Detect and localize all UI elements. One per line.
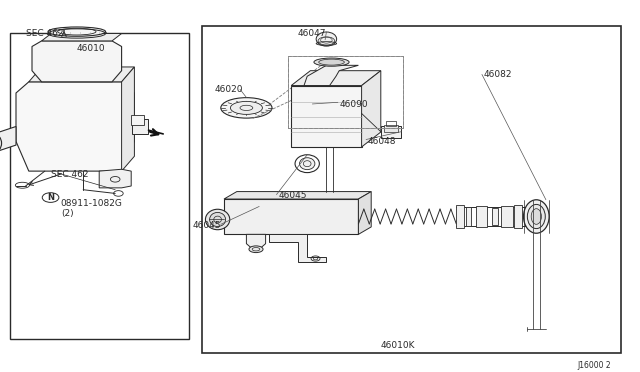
- Text: 46045: 46045: [278, 191, 307, 200]
- Polygon shape: [269, 234, 326, 262]
- Text: 08911-1082G
(2): 08911-1082G (2): [61, 199, 123, 218]
- Polygon shape: [291, 71, 381, 86]
- Polygon shape: [362, 71, 381, 147]
- Ellipse shape: [531, 209, 541, 224]
- Ellipse shape: [205, 209, 230, 230]
- Text: SEC 462: SEC 462: [26, 29, 63, 38]
- Text: 46010: 46010: [77, 44, 106, 53]
- Ellipse shape: [252, 201, 267, 212]
- Bar: [384, 125, 398, 132]
- Text: J16000 2: J16000 2: [577, 361, 611, 370]
- Bar: [131, 115, 144, 125]
- Polygon shape: [224, 199, 358, 234]
- Ellipse shape: [524, 200, 549, 233]
- Text: N: N: [47, 193, 54, 202]
- Text: 46020: 46020: [214, 85, 243, 94]
- Ellipse shape: [319, 59, 344, 65]
- Bar: [501, 206, 513, 227]
- Polygon shape: [16, 82, 134, 171]
- Ellipse shape: [48, 27, 106, 36]
- Bar: [288, 56, 403, 128]
- Ellipse shape: [221, 98, 272, 118]
- Ellipse shape: [527, 204, 545, 228]
- Polygon shape: [224, 192, 371, 199]
- Text: 46048: 46048: [368, 137, 397, 146]
- Polygon shape: [99, 169, 131, 188]
- Text: 46082: 46082: [483, 70, 512, 79]
- Bar: [492, 208, 498, 225]
- Bar: [202, 26, 621, 353]
- Ellipse shape: [314, 58, 349, 66]
- Bar: [456, 205, 464, 228]
- Bar: [514, 205, 522, 228]
- Ellipse shape: [209, 212, 225, 227]
- Text: 46047: 46047: [298, 29, 326, 38]
- Bar: [10, 33, 189, 339]
- Polygon shape: [0, 126, 16, 153]
- Polygon shape: [42, 33, 122, 41]
- Polygon shape: [304, 65, 358, 86]
- Bar: [381, 126, 401, 138]
- Bar: [386, 121, 396, 126]
- Polygon shape: [291, 86, 362, 147]
- Text: 46090: 46090: [339, 100, 368, 109]
- Polygon shape: [246, 234, 266, 249]
- Bar: [466, 207, 471, 226]
- Text: 46010K: 46010K: [381, 341, 415, 350]
- Text: SEC 462: SEC 462: [51, 170, 89, 179]
- Polygon shape: [122, 67, 134, 171]
- Ellipse shape: [300, 158, 315, 170]
- Ellipse shape: [230, 102, 262, 115]
- Polygon shape: [32, 41, 122, 82]
- Bar: [476, 206, 487, 227]
- Polygon shape: [29, 67, 134, 82]
- Ellipse shape: [316, 32, 337, 46]
- Bar: [132, 119, 148, 134]
- Polygon shape: [358, 192, 371, 234]
- Bar: [288, 56, 403, 128]
- Ellipse shape: [249, 246, 263, 253]
- Ellipse shape: [0, 134, 1, 153]
- Text: 46045: 46045: [192, 221, 221, 230]
